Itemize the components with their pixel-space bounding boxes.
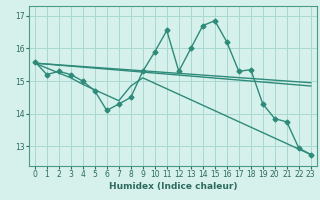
X-axis label: Humidex (Indice chaleur): Humidex (Indice chaleur)	[108, 182, 237, 191]
